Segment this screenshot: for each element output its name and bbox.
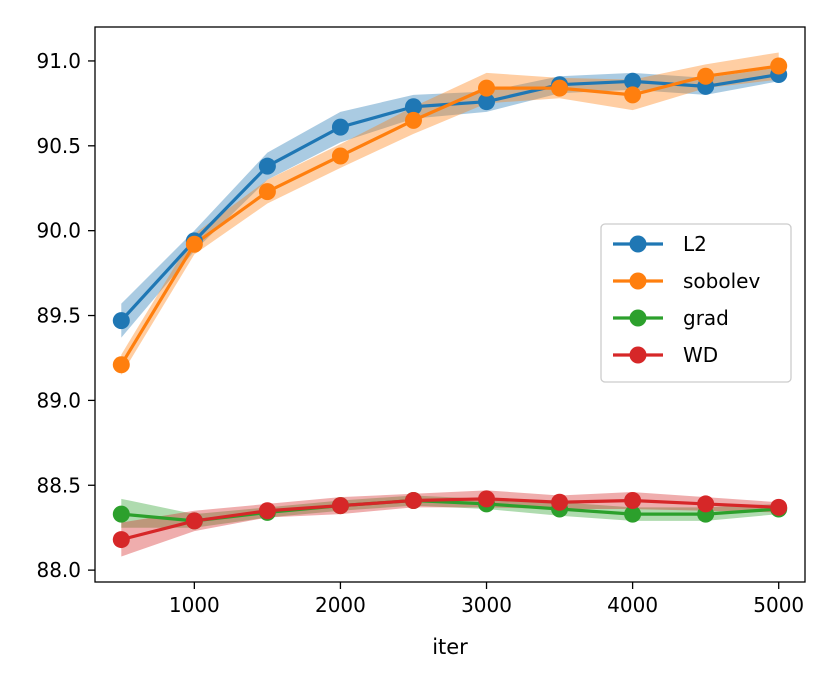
series-markers [112,57,788,549]
legend: L2 sobolev grad WD [600,223,792,383]
legend-label-sobolev: sobolev [683,269,760,293]
point-wd-5000 [770,498,788,516]
legend-marker-sobolev [629,272,647,290]
point-sobolev-4000 [624,86,642,104]
y-axis: 88.0 88.5 89.0 89.5 90.0 90.5 91.0 [36,49,95,582]
x-tick-label-1000: 1000 [169,593,220,617]
x-tick-label-5000: 5000 [753,593,804,617]
legend-label-wd: WD [683,343,718,367]
legend-marker-grad [629,309,647,327]
point-wd-4500 [697,495,715,513]
point-sobolev-5000 [770,57,788,75]
point-l2-4000 [624,72,642,90]
point-sobolev-1000 [185,235,203,253]
point-l2-1500 [258,157,276,175]
legend-box [600,223,792,383]
y-tick-label-90.5: 90.5 [36,134,81,158]
point-sobolev-500 [112,356,130,374]
legend-label-grad: grad [683,306,729,330]
point-l2-2500 [404,98,422,116]
point-sobolev-3000 [478,79,496,97]
legend-label-l2: L2 [683,232,707,256]
y-tick-label-88: 88.0 [36,558,81,582]
line-sobolev [119,64,779,366]
x-tick-label-4000: 4000 [607,593,658,617]
legend-marker-l2 [629,235,647,253]
y-tick-label-91: 91.0 [36,49,81,73]
point-grad-4000 [624,505,642,523]
point-wd-3500 [551,493,569,511]
point-grad-500 [112,505,130,523]
point-wd-3000 [478,490,496,508]
y-tick-label-89: 89.0 [36,388,81,412]
point-wd-500 [112,531,130,549]
x-axis: 1000 2000 3000 4000 5000 [169,582,804,617]
legend-marker-wd [629,346,647,364]
point-sobolev-4500 [697,67,715,85]
line-wd [120,497,779,542]
point-l2-3000 [478,93,496,111]
x-tick-label-2000: 2000 [315,593,366,617]
point-wd-1500 [258,502,276,520]
y-tick-label-88.5: 88.5 [36,473,81,497]
point-l2-500 [112,312,130,330]
band-wd [121,490,779,557]
point-wd-1000 [185,512,203,530]
point-wd-4000 [624,492,642,510]
x-tick-label-3000: 3000 [461,593,512,617]
y-tick-label-89.5: 89.5 [36,304,81,328]
y-tick-label-90: 90.0 [36,219,81,243]
point-sobolev-2000 [331,147,349,165]
point-wd-2000 [331,497,349,515]
series-lines [119,64,779,542]
plot-frame [94,26,806,583]
point-wd-2500 [404,492,422,510]
point-sobolev-2500 [404,111,422,129]
point-sobolev-3500 [551,79,569,97]
point-l2-2000 [331,118,349,136]
x-axis-label: iter [432,635,468,659]
band-grad [121,495,779,528]
point-sobolev-1500 [258,183,276,201]
